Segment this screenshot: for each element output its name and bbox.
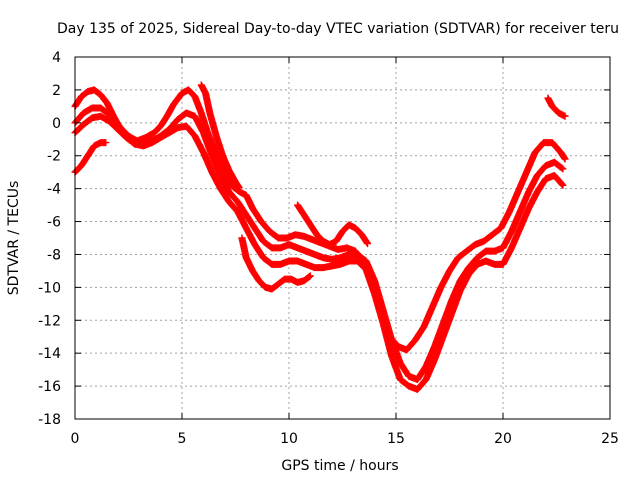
series-track-5 [197,81,569,249]
data-point [561,155,569,163]
x-tick-label: 5 [178,431,187,447]
y-tick-label: -16 [38,379,61,395]
x-tick-label: 25 [601,431,619,447]
y-tick-label: -4 [47,182,61,198]
data-point [559,181,567,189]
y-tick-label: -10 [38,280,61,296]
data-point [306,272,314,280]
data-point [558,180,566,188]
x-tick-label: 15 [387,431,405,447]
data-point [561,112,569,120]
data-point [559,165,567,173]
y-tick-label: -2 [47,149,61,165]
data-point [305,273,313,281]
x-tick-label: 20 [494,431,512,447]
chart-title: Day 135 of 2025, Sidereal Day-to-day VTE… [57,21,619,37]
x-tick-label: 0 [71,431,80,447]
x-axis-title: GPS time / hours [281,458,398,474]
data-point [102,139,110,147]
y-tick-label: -12 [38,313,61,329]
y-axis-title: SDTVAR / TECUs [6,181,22,296]
y-tick-label: -8 [47,247,61,263]
y-tick-label: -6 [47,215,61,231]
data-point [235,184,243,192]
y-tick-label: -18 [38,412,61,428]
y-tick-label: 4 [52,50,61,66]
data-point [558,164,566,172]
series-track-3 [71,112,567,393]
data-point [364,240,372,248]
plot-frame [74,56,611,420]
y-tick-label: -14 [38,346,61,362]
y-tick-label: 0 [52,116,61,132]
data-layer [71,81,569,393]
ticks: 0 5 10 15 20 25 -18 -16 -14 -12 -10 -8 -6 -4 -2 0 2 4 [38,50,619,447]
series-track-4 [71,139,314,293]
y-tick-label: 2 [52,83,61,99]
x-tick-label: 10 [280,431,298,447]
